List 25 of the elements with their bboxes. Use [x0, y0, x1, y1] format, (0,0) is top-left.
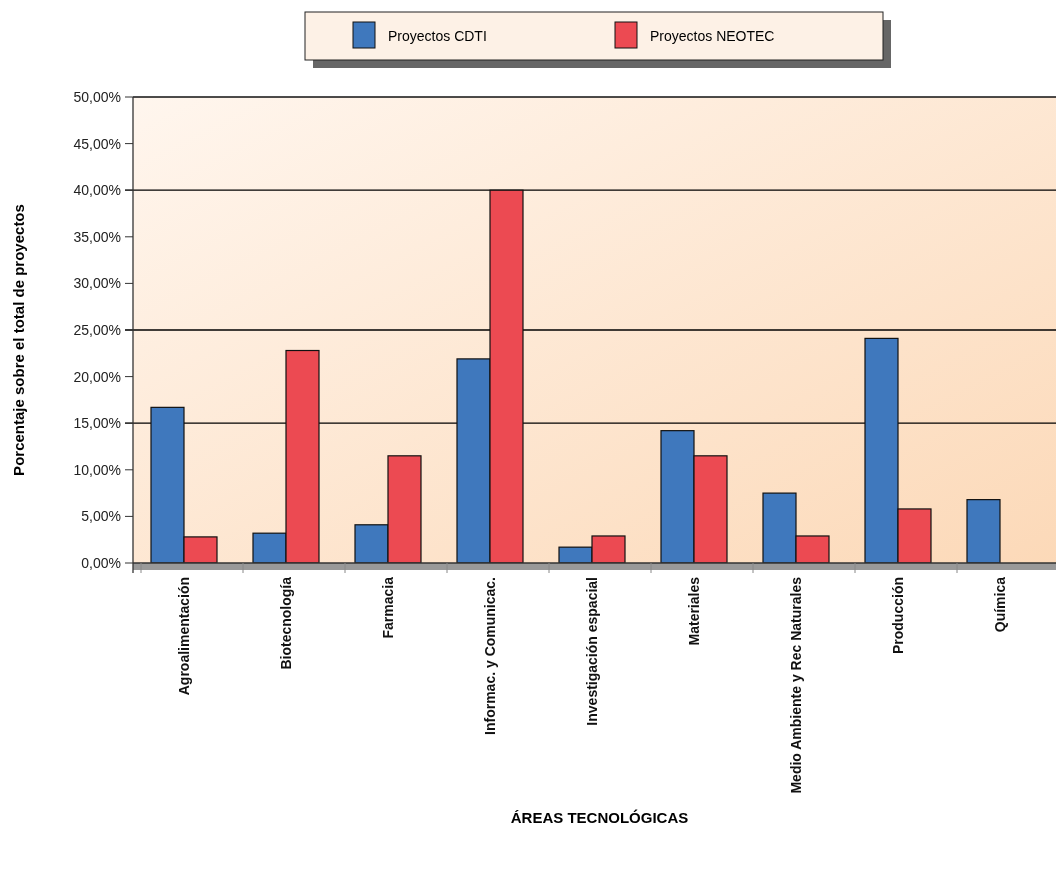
- bar: [966, 499, 1001, 564]
- x-tick-label: Agroalimentación: [176, 577, 192, 696]
- y-tick-label: 40,00%: [73, 182, 121, 199]
- x-axis-title: ÁREAS TECNOLÓGICAS: [510, 809, 689, 826]
- y-tick-label: 0,00%: [81, 554, 121, 571]
- y-tick-label: 45,00%: [73, 135, 121, 152]
- x-tick-label: Producción: [890, 577, 906, 655]
- y-tick-label: 10,00%: [73, 461, 121, 478]
- x-tick-label: Química: [992, 576, 1008, 633]
- x-tick-label: Informac. y Comunicac.: [482, 577, 498, 735]
- x-tick-label: Biotecnología: [278, 576, 294, 670]
- x-tick-label: Materiales: [686, 576, 702, 646]
- y-tick-label: 30,00%: [73, 275, 121, 292]
- y-tick-label: 50,00%: [73, 88, 121, 105]
- y-tick-label: 5,00%: [81, 508, 121, 525]
- y-tick-label: 20,00%: [73, 368, 121, 385]
- y-tick-label: 35,00%: [73, 228, 121, 245]
- y-tick-label: 25,00%: [73, 321, 121, 338]
- x-tick-label: Investigación espacial: [584, 577, 600, 726]
- legend-label: Proyectos CDTI: [388, 27, 487, 44]
- legend-label: Proyectos NEOTEC: [650, 27, 775, 44]
- x-tick-label: Medio Ambiente y Rec Naturales: [788, 576, 804, 794]
- y-tick-label: 15,00%: [73, 415, 121, 432]
- x-tick-label: Farmacia: [380, 576, 396, 639]
- y-axis-title: Porcentaje sobre el total de proyectos: [10, 204, 27, 476]
